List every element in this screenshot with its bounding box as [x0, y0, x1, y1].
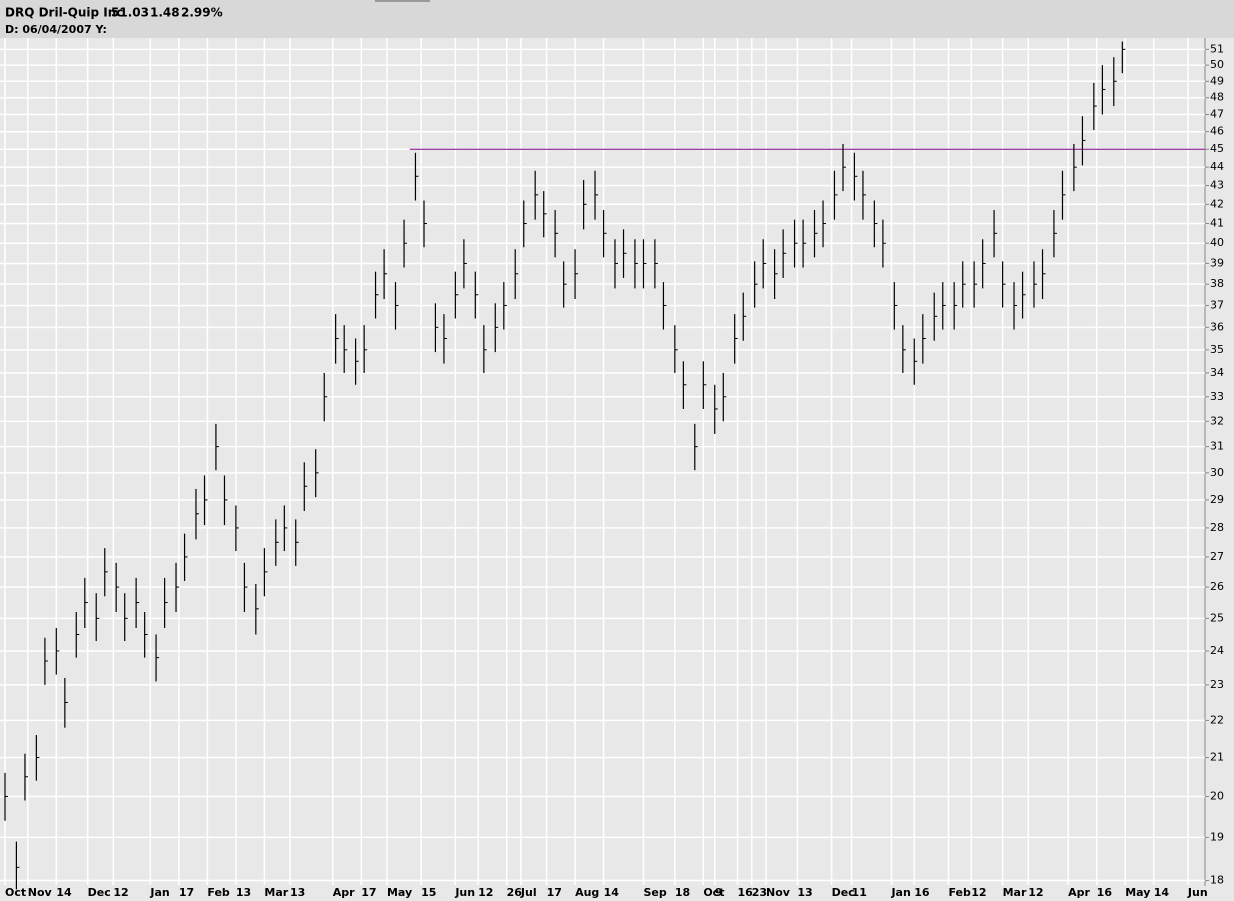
x-tick-label: 13: [236, 886, 251, 899]
x-tick-label: 23: [752, 886, 767, 899]
x-tick-label: Mar: [1003, 886, 1027, 899]
y-tick-label: 35: [1210, 343, 1224, 356]
x-tick-label: 12: [478, 886, 493, 899]
x-tick-label: 16: [738, 886, 754, 899]
x-tick-label: 17: [179, 886, 194, 899]
x-tick-label: 11: [852, 886, 867, 899]
x-tick-label: 14: [1154, 886, 1170, 899]
y-tick-label: 46: [1210, 125, 1224, 138]
x-tick-label: Oct: [5, 886, 26, 899]
x-tick-label: Apr: [333, 886, 355, 899]
x-tick-label: 17: [361, 886, 376, 899]
y-tick-label: 26: [1210, 580, 1224, 593]
x-tick-label: Feb: [207, 886, 230, 899]
x-tick-label: 13: [797, 886, 812, 899]
y-tick-label: 23: [1210, 678, 1224, 691]
y-tick-label: 44: [1210, 160, 1224, 173]
x-tick-label: 15: [421, 886, 436, 899]
y-tick-label: 51: [1210, 42, 1224, 55]
x-tick-label: 12: [971, 886, 986, 899]
y-tick-label: 29: [1210, 493, 1224, 506]
header-tab: [375, 0, 430, 2]
x-tick-label: 18: [675, 886, 690, 899]
y-tick-label: 49: [1210, 74, 1224, 87]
x-tick-label: Nov: [766, 886, 791, 899]
y-tick-label: 50: [1210, 58, 1224, 71]
x-tick-label: 16: [1097, 886, 1113, 899]
y-tick-label: 28: [1210, 521, 1224, 534]
y-tick-label: 37: [1210, 298, 1224, 311]
y-tick-label: 18: [1210, 874, 1224, 887]
y-tick-label: 39: [1210, 256, 1224, 269]
x-tick-label: Oct: [703, 886, 724, 899]
x-tick-label: Sep: [643, 886, 666, 899]
y-tick-label: 20: [1210, 789, 1224, 802]
y-tick-label: 19: [1210, 830, 1224, 843]
y-tick-label: 40: [1210, 236, 1224, 249]
date-label: D: 06/04/2007 Y:: [5, 23, 107, 36]
y-tick-label: 34: [1210, 366, 1224, 379]
y-tick-label: 24: [1210, 644, 1224, 657]
y-tick-label: 33: [1210, 390, 1224, 403]
y-tick-label: 47: [1210, 108, 1224, 121]
x-tick-label: Mar: [264, 886, 288, 899]
x-tick-label: 26: [507, 886, 523, 899]
x-tick-label: Jun: [1187, 886, 1208, 899]
y-tick-label: 43: [1210, 179, 1224, 192]
y-tick-label: 25: [1210, 611, 1224, 624]
x-tick-label: Jan: [890, 886, 910, 899]
y-tick-label: 32: [1210, 414, 1224, 427]
y-tick-label: 27: [1210, 550, 1224, 563]
x-tick-label: 17: [547, 886, 562, 899]
x-tick-label: 14: [604, 886, 620, 899]
price: 51.03: [111, 6, 149, 20]
y-tick-label: 48: [1210, 91, 1224, 104]
y-tick-label: 42: [1210, 197, 1224, 210]
stock-name: DRQ Dril-Quip Inc: [5, 6, 123, 20]
y-tick-label: 31: [1210, 440, 1224, 453]
x-tick-label: Jan: [149, 886, 169, 899]
x-tick-label: 9: [715, 886, 723, 899]
x-tick-label: Feb: [948, 886, 971, 899]
y-tick-label: 36: [1210, 320, 1224, 333]
y-tick-label: 21: [1210, 751, 1224, 764]
x-tick-label: 16: [914, 886, 930, 899]
x-tick-label: May: [1125, 886, 1150, 899]
x-tick-label: Dec: [832, 886, 855, 899]
x-tick-label: 12: [1028, 886, 1043, 899]
x-tick-label: Nov: [28, 886, 53, 899]
x-tick-label: Apr: [1068, 886, 1090, 899]
x-tick-label: Dec: [88, 886, 111, 899]
x-tick-label: May: [387, 886, 412, 899]
x-tick-label: Jul: [520, 886, 537, 899]
change-pct: 2.99%: [181, 6, 223, 20]
x-tick-label: Jun: [454, 886, 475, 899]
y-tick-label: 22: [1210, 713, 1224, 726]
y-tick-label: 38: [1210, 277, 1224, 290]
x-tick-label: 12: [113, 886, 128, 899]
y-tick-label: 45: [1210, 142, 1224, 155]
change: 1.48: [150, 6, 180, 20]
x-tick-label: 14: [56, 886, 72, 899]
y-tick-label: 41: [1210, 217, 1224, 230]
x-tick-label: Aug: [575, 886, 599, 899]
x-tick-label: 13: [290, 886, 305, 899]
header-bar: [0, 0, 1234, 38]
y-tick-label: 30: [1210, 466, 1224, 479]
